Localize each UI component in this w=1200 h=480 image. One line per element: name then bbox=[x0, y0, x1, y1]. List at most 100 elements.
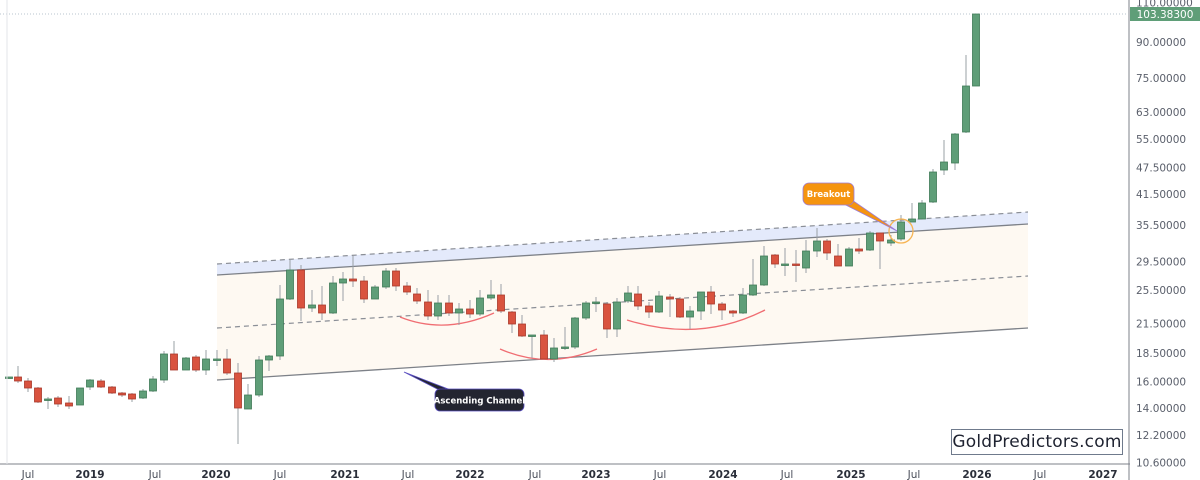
price-tick-label: 14.00000 bbox=[1136, 403, 1186, 415]
channel-lower-line bbox=[216, 327, 1029, 381]
candle bbox=[403, 282, 411, 295]
candle bbox=[339, 272, 347, 301]
candle bbox=[234, 363, 242, 444]
time-axis[interactable]: Jul 2019 Jul 2020 Jul 2021 Jul 2022 Jul 2023 Jul 20… bbox=[21, 469, 1118, 480]
candle bbox=[813, 228, 821, 257]
breakout-label: Breakout bbox=[807, 190, 851, 200]
candle bbox=[424, 290, 432, 320]
candle bbox=[592, 297, 600, 312]
time-tick-label: Jul bbox=[653, 469, 667, 480]
candle bbox=[550, 338, 558, 362]
price-tick-label: 12.20000 bbox=[1136, 430, 1186, 442]
candle bbox=[318, 286, 326, 320]
time-tick-label: Jul bbox=[780, 469, 794, 480]
candle bbox=[571, 317, 579, 349]
ascending-channel-callout: Ascending Channel bbox=[403, 371, 525, 412]
candle bbox=[781, 248, 789, 276]
candle bbox=[170, 341, 178, 371]
candle bbox=[561, 327, 569, 350]
candle bbox=[603, 302, 611, 338]
price-tick-label: 16.00000 bbox=[1136, 377, 1186, 389]
time-tick-label: 2026 bbox=[962, 469, 991, 480]
candle bbox=[118, 392, 126, 397]
candle bbox=[929, 169, 937, 203]
candle bbox=[329, 276, 337, 314]
candle bbox=[634, 286, 642, 310]
candle bbox=[76, 387, 84, 406]
price-tick-label: 29.50000 bbox=[1136, 256, 1186, 268]
price-tick-label: 41.50000 bbox=[1136, 189, 1186, 201]
price-axis-bg bbox=[1130, 0, 1200, 480]
candle bbox=[202, 350, 210, 375]
time-tick-label: Jul bbox=[401, 469, 415, 480]
price-tick-label: 90.00000 bbox=[1136, 37, 1186, 49]
price-axis[interactable]: 110.00000 90.00000 75.00000 63.00000 55.0000… bbox=[1136, 0, 1193, 470]
candle bbox=[645, 302, 653, 318]
candle bbox=[213, 350, 221, 366]
time-tick-label: 2020 bbox=[201, 469, 230, 480]
channel-mid-dashed-line bbox=[216, 275, 1029, 329]
candle bbox=[940, 140, 948, 175]
candle bbox=[918, 200, 926, 220]
time-tick-label: 2022 bbox=[455, 469, 484, 480]
candle bbox=[244, 384, 252, 410]
time-tick-label: 2019 bbox=[75, 469, 104, 480]
price-tick-label: 63.00000 bbox=[1136, 107, 1186, 119]
candle bbox=[771, 254, 779, 268]
candle bbox=[792, 250, 800, 282]
candle bbox=[497, 284, 505, 313]
channel-upper-line bbox=[216, 223, 1029, 276]
last-price-badge: 103.38300 bbox=[1130, 7, 1200, 21]
candle bbox=[413, 288, 421, 304]
candle bbox=[14, 366, 22, 383]
candle bbox=[434, 295, 442, 320]
candle bbox=[697, 291, 705, 320]
candle bbox=[466, 300, 474, 318]
candle bbox=[718, 302, 726, 320]
candle bbox=[86, 379, 94, 390]
candle bbox=[149, 376, 157, 392]
time-tick-label: Jul bbox=[528, 469, 542, 480]
upper-band-dashed-line bbox=[216, 211, 1029, 265]
candle bbox=[613, 298, 621, 337]
price-tick-label: 55.00000 bbox=[1136, 134, 1186, 146]
channel-label: Ascending Channel bbox=[434, 397, 525, 407]
time-tick-label: Jul bbox=[907, 469, 921, 480]
candle bbox=[392, 268, 400, 291]
candle bbox=[729, 310, 737, 317]
candle bbox=[44, 397, 52, 409]
candle bbox=[962, 55, 970, 133]
candle bbox=[128, 393, 136, 402]
candle bbox=[518, 315, 526, 337]
candle bbox=[845, 247, 853, 267]
candle bbox=[834, 244, 842, 267]
upper-band-fill bbox=[217, 212, 1028, 275]
time-tick-label: Jul bbox=[273, 469, 287, 480]
breakout-circle bbox=[888, 218, 914, 244]
candle bbox=[54, 396, 62, 407]
time-tick-label: Jul bbox=[148, 469, 162, 480]
candle bbox=[192, 355, 200, 372]
candle bbox=[582, 301, 590, 320]
candle bbox=[97, 379, 105, 388]
price-tick-label: 35.50000 bbox=[1136, 220, 1186, 232]
candle bbox=[455, 303, 463, 325]
candle bbox=[223, 349, 231, 375]
candle bbox=[34, 387, 42, 403]
candle bbox=[24, 378, 32, 392]
candle bbox=[855, 238, 863, 254]
price-tick-label: 47.50000 bbox=[1136, 163, 1186, 175]
candle bbox=[255, 356, 263, 397]
candle bbox=[972, 13, 980, 87]
candle bbox=[686, 306, 694, 329]
candle bbox=[371, 285, 379, 300]
candle bbox=[286, 259, 294, 300]
candle bbox=[655, 291, 663, 313]
candle bbox=[265, 355, 273, 371]
rounded-bottom-arc-1 bbox=[399, 312, 495, 326]
price-tick-label: 25.50000 bbox=[1136, 285, 1186, 297]
candle bbox=[866, 231, 874, 251]
price-tick-label: 75.00000 bbox=[1136, 73, 1186, 85]
candle bbox=[476, 290, 484, 316]
